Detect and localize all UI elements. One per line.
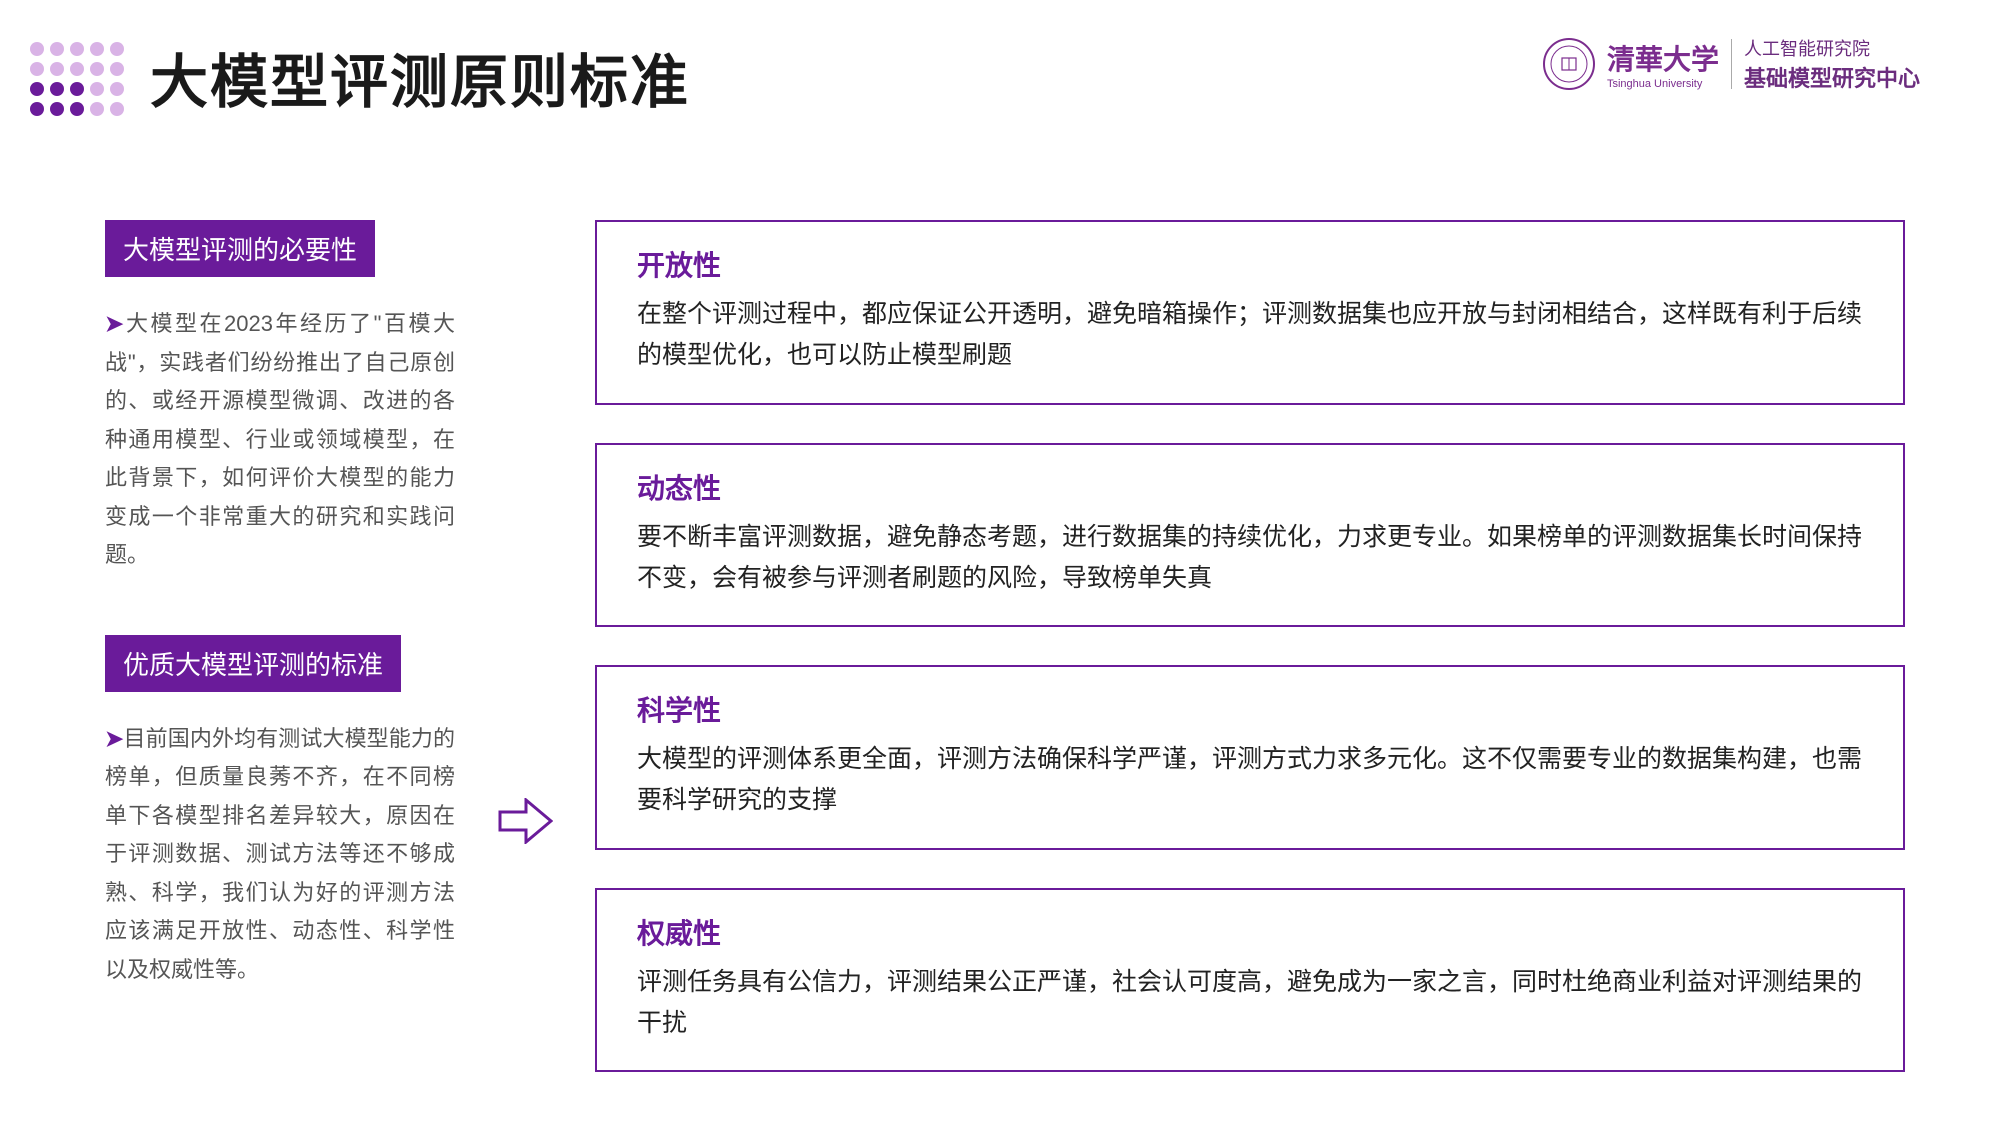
dot-icon <box>30 62 44 76</box>
institute-name: 人工智能研究院 <box>1744 35 1920 61</box>
dot-icon <box>110 82 124 96</box>
dot-icon <box>30 102 44 116</box>
principles-column: 开放性在整个评测过程中，都应保证公开透明，避免暗箱操作；评测数据集也应开放与封闭… <box>595 220 1905 1072</box>
arrow-right-icon <box>498 798 553 844</box>
header: 大模型评测原则标准 清華大学 Tsinghua University 人工智能研… <box>150 35 1920 119</box>
necessity-header: 大模型评测的必要性 <box>105 220 375 277</box>
principle-box-0: 开放性在整个评测过程中，都应保证公开透明，避免暗箱操作；评测数据集也应开放与封闭… <box>595 220 1905 405</box>
dot-icon <box>50 102 64 116</box>
decorative-dot-grid <box>30 42 124 116</box>
logo-area: 清華大学 Tsinghua University 人工智能研究院 基础模型研究中… <box>1543 35 1920 93</box>
dot-icon <box>110 62 124 76</box>
principle-title: 权威性 <box>637 912 1863 952</box>
dot-icon <box>70 82 84 96</box>
standards-header: 优质大模型评测的标准 <box>105 635 401 692</box>
principle-title: 科学性 <box>637 689 1863 729</box>
logo-university: 清華大学 Tsinghua University <box>1607 38 1719 90</box>
principle-box-2: 科学性大模型的评测体系更全面，评测方法确保科学严谨，评测方式力求多元化。这不仅需… <box>595 665 1905 850</box>
dot-icon <box>50 62 64 76</box>
dot-icon <box>30 42 44 56</box>
arrow-column <box>495 220 555 1072</box>
principle-body: 评测任务具有公信力，评测结果公正严谨，社会认可度高，避免成为一家之言，同时杜绝商… <box>637 962 1863 1045</box>
page-title: 大模型评测原则标准 <box>150 35 690 119</box>
dot-icon <box>50 42 64 56</box>
principle-box-3: 权威性评测任务具有公信力，评测结果公正严谨，社会认可度高，避免成为一家之言，同时… <box>595 888 1905 1073</box>
university-name-en: Tsinghua University <box>1607 78 1719 90</box>
logo-institute: 人工智能研究院 基础模型研究中心 <box>1744 35 1920 93</box>
content-area: 大模型评测的必要性 ➤大模型在2023年经历了"百模大战"，实践者们纷纷推出了自… <box>105 220 1905 1072</box>
bullet-marker-icon: ➤ <box>105 726 123 751</box>
principle-body: 要不断丰富评测数据，避免静态考题，进行数据集的持续优化，力求更专业。如果榜单的评… <box>637 517 1863 600</box>
necessity-body: ➤大模型在2023年经历了"百模大战"，实践者们纷纷推出了自己原创的、或经开源模… <box>105 305 455 575</box>
principle-title: 开放性 <box>637 244 1863 284</box>
center-name: 基础模型研究中心 <box>1744 61 1920 93</box>
left-column: 大模型评测的必要性 ➤大模型在2023年经历了"百模大战"，实践者们纷纷推出了自… <box>105 220 455 1072</box>
principle-box-1: 动态性要不断丰富评测数据，避免静态考题，进行数据集的持续优化，力求更专业。如果榜… <box>595 443 1905 628</box>
dot-icon <box>90 62 104 76</box>
dot-icon <box>70 62 84 76</box>
dot-icon <box>90 42 104 56</box>
necessity-section: 大模型评测的必要性 ➤大模型在2023年经历了"百模大战"，实践者们纷纷推出了自… <box>105 220 455 575</box>
principle-body: 大模型的评测体系更全面，评测方法确保科学严谨，评测方式力求多元化。这不仅需要专业… <box>637 739 1863 822</box>
dot-icon <box>70 102 84 116</box>
dot-icon <box>50 82 64 96</box>
dot-icon <box>30 82 44 96</box>
university-name-cn: 清華大学 <box>1607 38 1719 78</box>
dot-icon <box>70 42 84 56</box>
standards-section: 优质大模型评测的标准 ➤目前国内外均有测试大模型能力的榜单，但质量良莠不齐，在不… <box>105 635 455 990</box>
logo-divider <box>1731 39 1732 89</box>
principle-body: 在整个评测过程中，都应保证公开透明，避免暗箱操作；评测数据集也应开放与封闭相结合… <box>637 294 1863 377</box>
dot-icon <box>110 42 124 56</box>
dot-icon <box>110 102 124 116</box>
tsinghua-seal-icon <box>1543 38 1595 90</box>
dot-icon <box>90 102 104 116</box>
principle-title: 动态性 <box>637 467 1863 507</box>
bullet-marker-icon: ➤ <box>105 311 123 336</box>
standards-body: ➤目前国内外均有测试大模型能力的榜单，但质量良莠不齐，在不同榜单下各模型排名差异… <box>105 720 455 990</box>
dot-icon <box>90 82 104 96</box>
